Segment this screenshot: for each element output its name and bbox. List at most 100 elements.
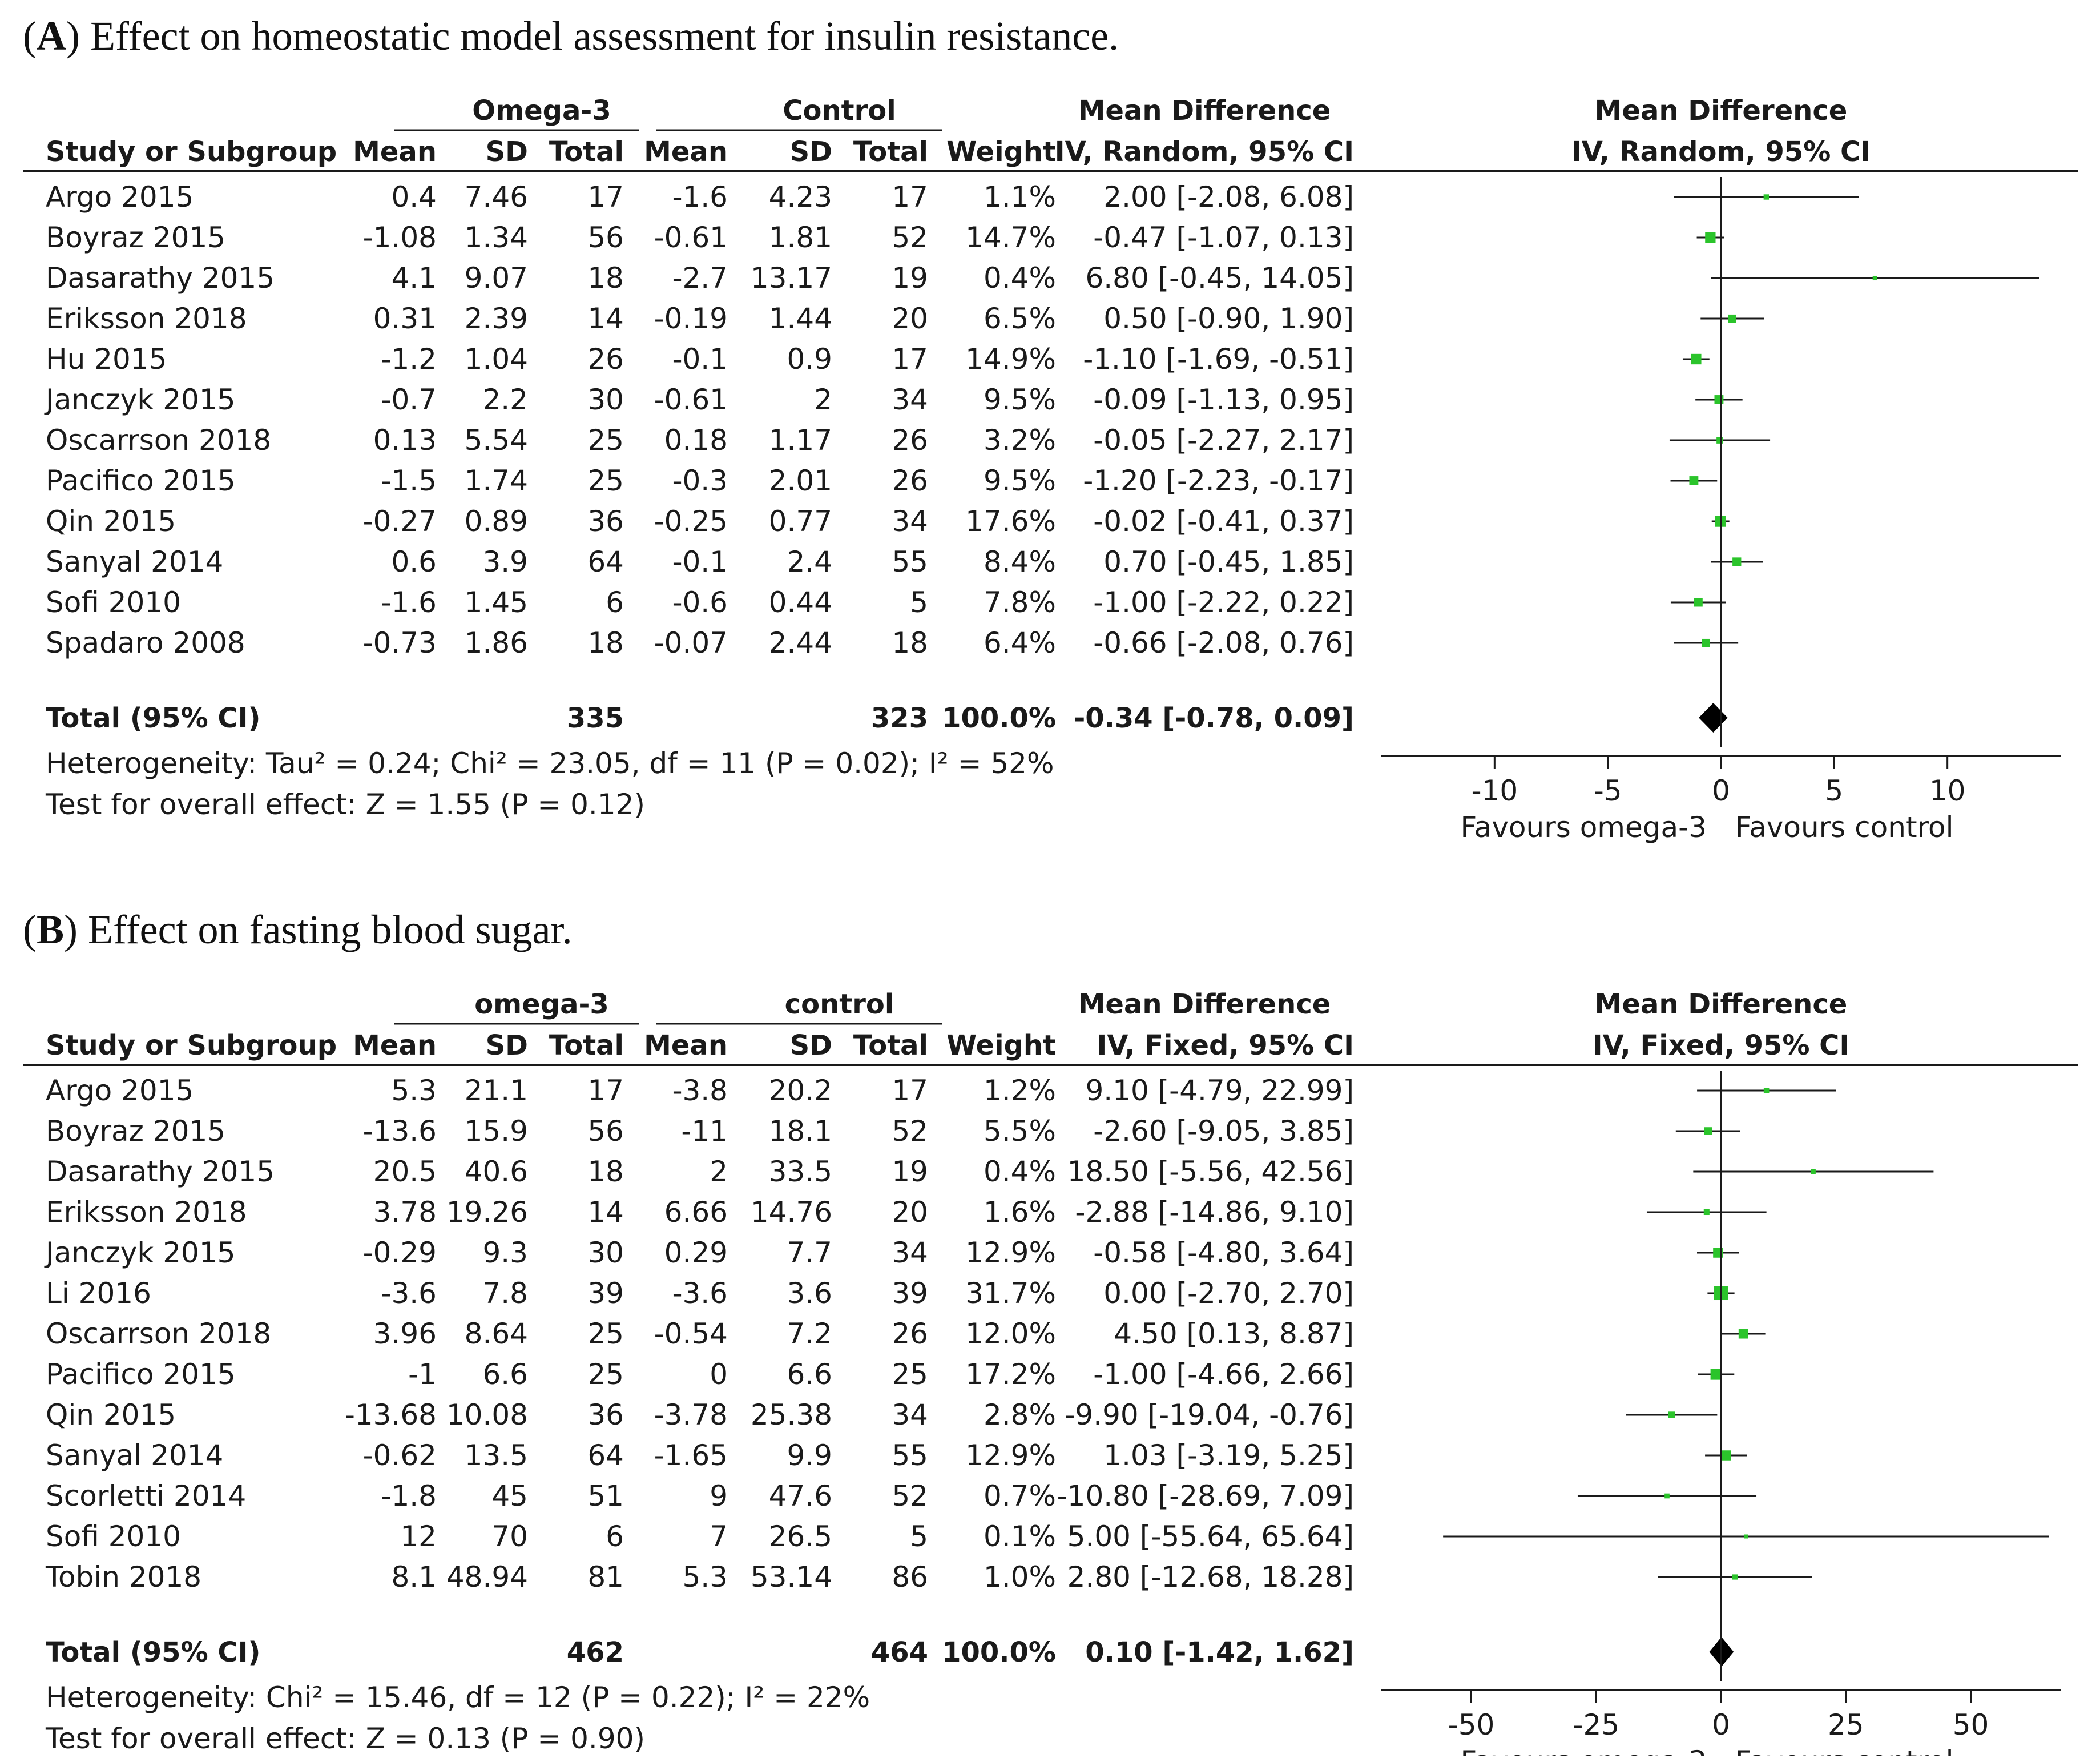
p0-row-2-omega3-sd: 9.07: [465, 262, 528, 295]
p0-row-9-study-name: Sanyal 2014: [46, 545, 223, 578]
panel-a-title: (A) Effect on homeostatic model assessme…: [23, 13, 1119, 59]
panel-b: (B) Effect on fasting blood sugar. omega…: [0, 894, 2100, 1762]
p1-total-weight: 100.0%: [942, 1636, 1056, 1668]
p1-row-6-point-marker: [1738, 1329, 1748, 1339]
p1-column-header-8: IV, Fixed, 95% CI: [1097, 1029, 1354, 1061]
p1-row-5-control-sd: 3.6: [787, 1277, 832, 1310]
p1-overall-effect-text: Test for overall effect: Z = 0.13 (P = 0…: [45, 1722, 645, 1755]
p1-row-4-omega3-mean: -0.29: [363, 1236, 437, 1269]
p0-row-0-omega3-sd: 7.46: [465, 180, 528, 214]
p0-row-11-control-sd: 2.44: [769, 626, 832, 659]
p0-column-header-8: IV, Random, 95% CI: [1055, 136, 1354, 168]
p1-row-4-ci-text: -0.58 [-4.80, 3.64]: [1093, 1236, 1354, 1269]
p0-row-4-omega3-total: 26: [587, 343, 624, 376]
p0-row-7-ci-text: -1.20 [-2.23, -0.17]: [1083, 464, 1354, 497]
p1-row-1-point-marker: [1704, 1127, 1712, 1135]
forest-plot-b: omega-3 control Mean Difference Mean Differ…: [0, 956, 2100, 1756]
p0-total-label: Total (95% CI): [46, 702, 260, 734]
p1-row-11-point-marker: [1744, 1534, 1748, 1539]
p0-row-6-study-name: Oscarrson 2018: [46, 424, 271, 457]
p0-row-9-control-sd: 2.4: [787, 545, 832, 578]
p1-row-7-control-mean: 0: [710, 1358, 728, 1391]
p1-row-6-omega3-sd: 8.64: [465, 1317, 528, 1350]
p1-row-9-control-total: 55: [892, 1439, 928, 1472]
p0-column-header-6: Total: [853, 136, 928, 168]
p1-row-0-ci-text: 9.10 [-4.79, 22.99]: [1085, 1074, 1354, 1107]
p1-row-0-control-total: 17: [892, 1074, 928, 1107]
p0-row-3-control-total: 20: [892, 302, 928, 335]
p0-row-1-control-mean: -0.61: [654, 221, 728, 254]
p0-total-control: 323: [871, 702, 928, 734]
p1-row-6-study-name: Oscarrson 2018: [46, 1317, 271, 1350]
p1-row-12-study-name: Tobin 2018: [45, 1560, 201, 1594]
p0-row-4-control-sd: 0.9: [787, 343, 832, 376]
p1-row-4-study-name: Janczyk 2015: [44, 1236, 236, 1269]
p0-effect-header: Mean Difference: [1078, 95, 1331, 127]
p0-row-1-study-name: Boyraz 2015: [46, 221, 225, 254]
p1-row-6-control-mean: -0.54: [654, 1317, 728, 1350]
p0-row-8-omega3-mean: -0.27: [363, 505, 437, 538]
p0-row-6-control-mean: 0.18: [664, 424, 728, 457]
p0-row-8-control-total: 34: [892, 505, 928, 538]
p0-row-1-control-sd: 1.81: [769, 221, 832, 254]
p0-row-0-control-total: 17: [892, 180, 928, 214]
p1-row-10-weight: 0.7%: [984, 1479, 1056, 1512]
p0-row-0-omega3-total: 17: [587, 180, 624, 214]
p0-row-2-study-name: Dasarathy 2015: [46, 262, 275, 295]
p1-column-header-4: Mean: [644, 1029, 728, 1061]
p0-column-header-7: Weight: [946, 136, 1056, 168]
forest-plot-b-svg: omega-3 control Mean Difference Mean Differ…: [23, 988, 2078, 1756]
p1-row-10-control-sd: 47.6: [769, 1479, 832, 1512]
p0-row-1-control-total: 52: [892, 221, 928, 254]
p1-row-10-control-total: 52: [892, 1479, 928, 1512]
p1-row-10-study-name: Scorletti 2014: [46, 1479, 246, 1512]
p0-row-3-study-name: Eriksson 2018: [46, 302, 247, 335]
p1-row-8-control-total: 34: [892, 1398, 928, 1431]
p1-row-9-control-sd: 9.9: [787, 1439, 832, 1472]
p0-heterogeneity-text: Heterogeneity: Tau² = 0.24; Chi² = 23.05…: [46, 747, 1054, 780]
p1-row-0-control-sd: 20.2: [769, 1074, 832, 1107]
forest-plot-a-svg: Omega-3 Control Mean Difference Mean Differ…: [23, 95, 2078, 844]
p1-row-5-omega3-total: 39: [587, 1277, 624, 1310]
p1-row-3-omega3-total: 14: [587, 1196, 624, 1229]
p1-row-1-study-name: Boyraz 2015: [46, 1115, 225, 1148]
p0-row-5-control-sd: 2: [814, 383, 832, 416]
p0-row-6-omega3-mean: 0.13: [373, 424, 437, 457]
p1-column-header-6: Total: [853, 1029, 928, 1061]
p0-row-8-weight: 17.6%: [965, 505, 1056, 538]
p0-row-4-omega3-mean: -1.2: [381, 343, 437, 376]
p0-row-11-ci-text: -0.66 [-2.08, 0.76]: [1093, 626, 1354, 659]
p0-row-0-weight: 1.1%: [984, 180, 1056, 214]
p1-total-control: 464: [871, 1636, 928, 1668]
p1-row-6-control-sd: 7.2: [787, 1317, 832, 1350]
p0-row-3-omega3-mean: 0.31: [373, 302, 437, 335]
p0-row-11-control-total: 18: [892, 626, 928, 659]
p1-row-11-control-mean: 7: [710, 1520, 728, 1553]
panel-b-letter: B: [36, 907, 65, 952]
p0-row-0-study-name: Argo 2015: [46, 180, 194, 214]
p1-heterogeneity-text: Heterogeneity: Chi² = 15.46, df = 12 (P …: [46, 1681, 870, 1714]
p0-row-5-omega3-sd: 2.2: [482, 383, 528, 416]
p0-row-7-control-mean: -0.3: [672, 464, 728, 497]
p1-row-1-omega3-mean: -13.6: [363, 1115, 437, 1148]
p1-row-4-control-mean: 0.29: [664, 1236, 728, 1269]
p0-plot-effect-header: Mean Difference: [1595, 95, 1848, 127]
p1-column-header-3: Total: [549, 1029, 624, 1061]
p0-column-header-0: Study or Subgroup: [46, 136, 337, 168]
p1-row-11-study-name: Sofi 2010: [46, 1520, 181, 1553]
p0-row-2-control-total: 19: [892, 262, 928, 295]
p1-row-0-omega3-mean: 5.3: [391, 1074, 437, 1107]
p1-row-4-weight: 12.9%: [965, 1236, 1056, 1269]
p0-row-0-point-marker: [1763, 194, 1770, 200]
p1-row-6-omega3-mean: 3.96: [373, 1317, 437, 1350]
p1-row-0-study-name: Argo 2015: [46, 1074, 194, 1107]
p0-row-5-control-mean: -0.61: [654, 383, 728, 416]
p0-row-2-omega3-mean: 4.1: [391, 262, 437, 295]
p1-row-0-omega3-total: 17: [587, 1074, 624, 1107]
p0-group-label-control: Control: [783, 95, 896, 127]
p0-row-2-point-marker: [1872, 275, 1877, 281]
p1-row-12-omega3-mean: 8.1: [391, 1560, 437, 1594]
p1-row-3-control-total: 20: [892, 1196, 928, 1229]
p0-row-9-point-marker: [1732, 557, 1742, 566]
p1-effect-header: Mean Difference: [1078, 988, 1331, 1020]
